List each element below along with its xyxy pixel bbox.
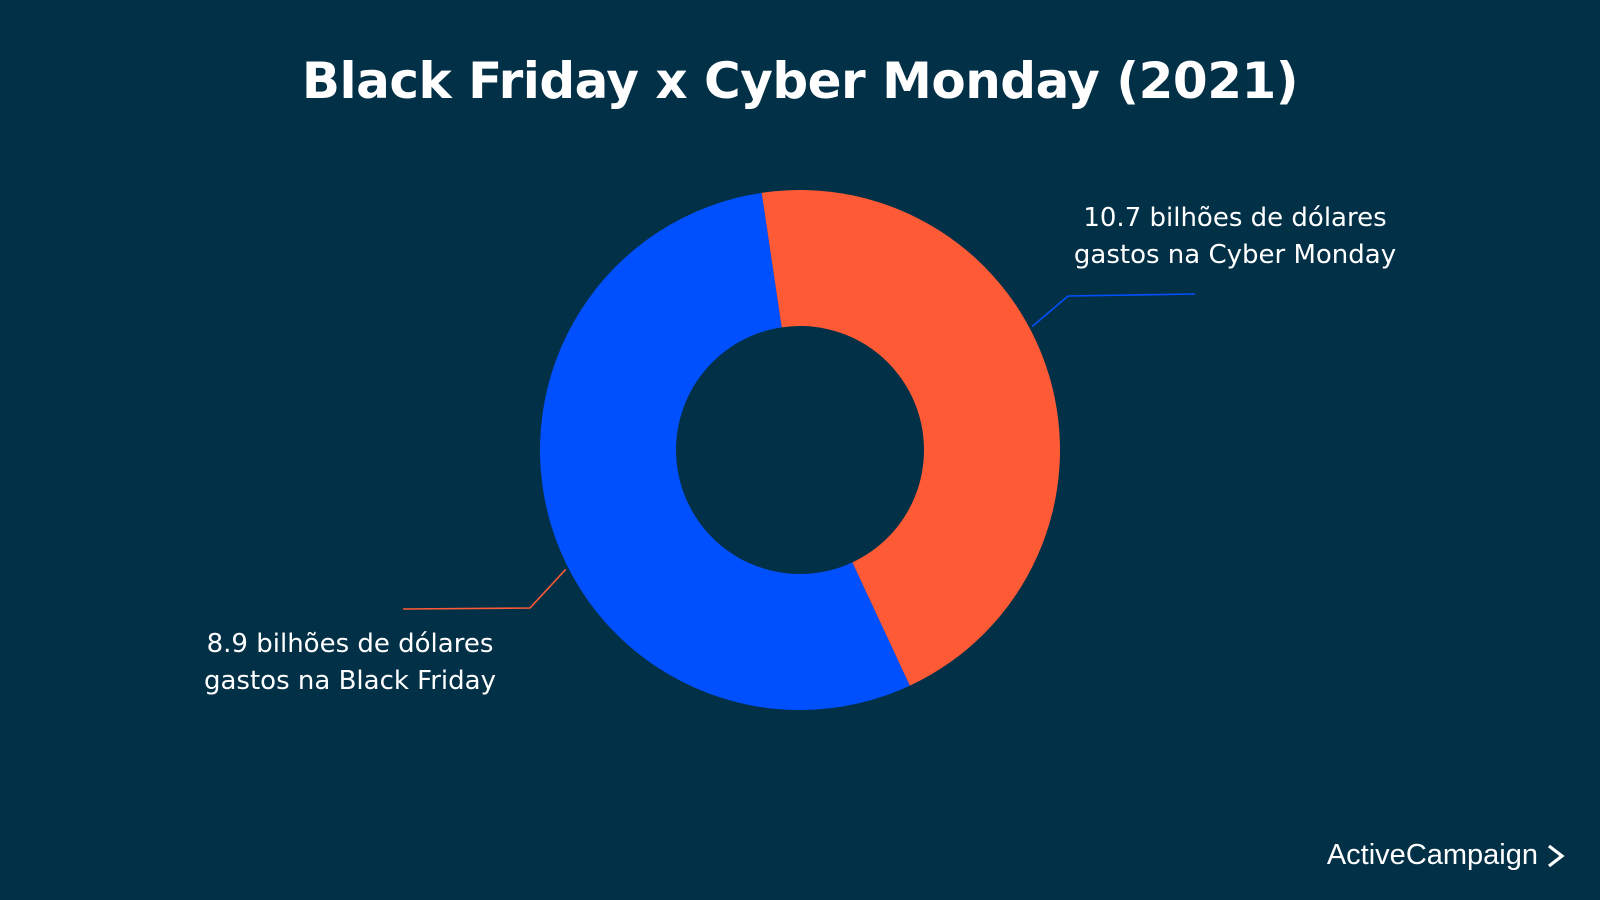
brand-name: ActiveCampaign [1326,839,1538,871]
label-cyber-monday-line-2: gastos na Cyber Monday [1073,240,1397,270]
chevron-right-icon [1546,843,1566,869]
leader-line-black-friday [402,568,567,610]
chart-title: Black Friday x Cyber Monday (2021) [301,52,1299,110]
brand-logo: ActiveCampaign [1327,839,1566,872]
label-black-friday: 8.9 bilhões de dólares gastos na Black F… [170,626,530,700]
label-black-friday-line-2: gastos na Black Friday [204,666,496,696]
slice-cyber-monday [540,192,910,710]
label-black-friday-line-1: 8.9 bilhões de dólares [206,629,494,659]
label-cyber-monday: 10.7 bilhões de dólares gastos na Cyber … [1040,200,1430,274]
label-cyber-monday-line-1: 10.7 bilhões de dólares [1083,203,1387,233]
leader-line-cyber-monday [1031,293,1196,328]
slice-black-friday [761,189,1061,686]
